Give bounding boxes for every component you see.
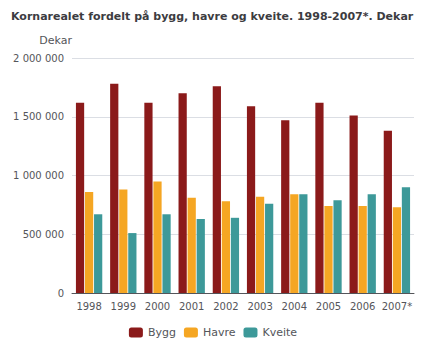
svg-text:2 000 000: 2 000 000: [13, 53, 64, 64]
svg-text:2000: 2000: [145, 301, 170, 312]
svg-text:2007*: 2007*: [382, 301, 412, 312]
svg-text:1 000 000: 1 000 000: [13, 170, 64, 181]
svg-text:1998: 1998: [76, 301, 101, 312]
svg-text:0: 0: [58, 288, 64, 299]
svg-text:2006: 2006: [350, 301, 375, 312]
svg-text:1 500 000: 1 500 000: [13, 111, 64, 122]
svg-text:500 000: 500 000: [23, 229, 64, 240]
svg-text:Havre: Havre: [203, 326, 236, 339]
svg-text:2005: 2005: [316, 301, 341, 312]
svg-text:1999: 1999: [111, 301, 136, 312]
svg-text:2003: 2003: [247, 301, 272, 312]
svg-text:Dekar: Dekar: [39, 34, 72, 47]
svg-text:2002: 2002: [213, 301, 238, 312]
svg-text:Bygg: Bygg: [148, 326, 176, 339]
svg-text:2001: 2001: [179, 301, 204, 312]
svg-text:Kornarealet fordelt på bygg, h: Kornarealet fordelt på bygg, havre og kv…: [11, 10, 414, 23]
svg-text:Kveite: Kveite: [262, 326, 297, 339]
svg-text:2004: 2004: [282, 301, 307, 312]
